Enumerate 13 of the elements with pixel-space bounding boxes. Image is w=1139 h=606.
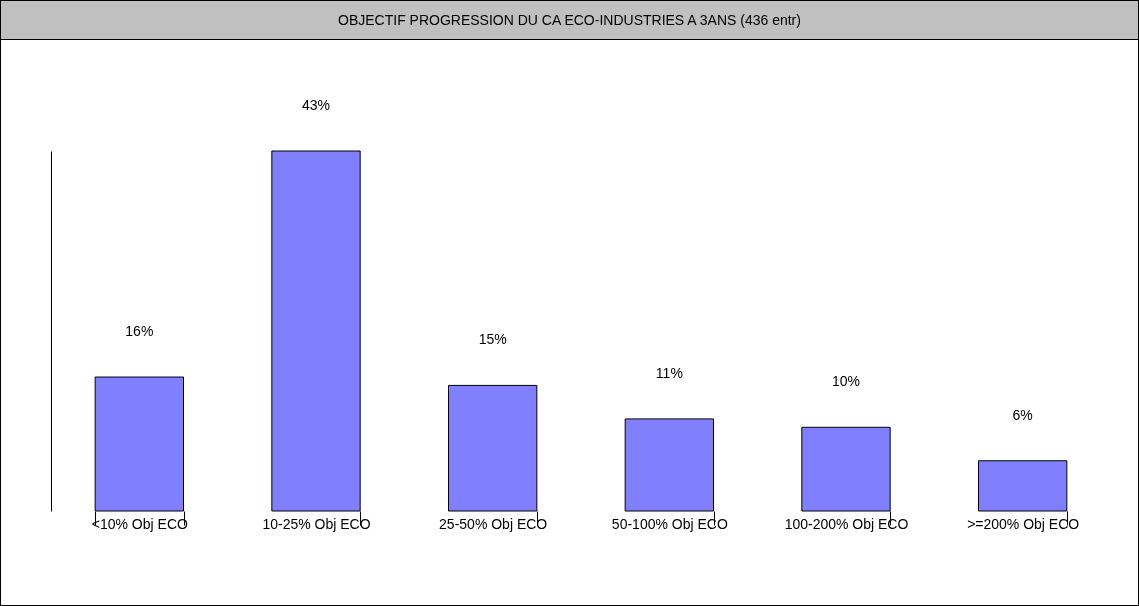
chart-title: OBJECTIF PROGRESSION DU CA ECO-INDUSTRIES A 3ANS (436 entr) [1, 1, 1138, 40]
x-tick-label: 50-100% Obj ECO [611, 515, 728, 532]
x-tick-label: <10% Obj ECO [91, 515, 188, 532]
x-tick-label: 100-200% Obj ECO [784, 515, 909, 532]
data-label: 11% [655, 364, 683, 381]
x-tick-label: 10-25% Obj ECO [262, 515, 371, 532]
data-label: 16% [125, 323, 154, 340]
data-label: 43% [301, 97, 331, 113]
x-tick-label: 25-50% Obj ECO [439, 515, 548, 532]
x-tick-label: >=200% Obj ECO [967, 515, 1080, 532]
data-label: 15% [478, 331, 507, 348]
data-label: 10% [831, 373, 861, 390]
data-label: 6% [1012, 406, 1033, 423]
